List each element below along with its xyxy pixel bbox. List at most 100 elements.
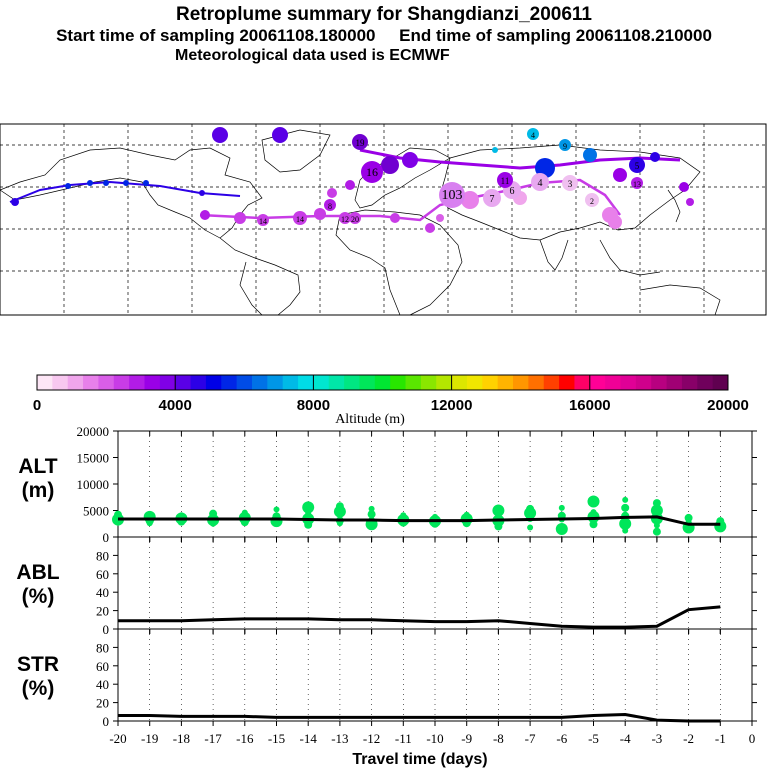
- plume-cluster: [324, 199, 336, 211]
- x-tick-label: -18: [173, 731, 190, 746]
- plume-cluster: [200, 210, 210, 220]
- x-tick-label: -16: [236, 731, 254, 746]
- colorbar-tick-label: 4000: [159, 397, 192, 414]
- series-line: [118, 605, 721, 629]
- colorbar-cell: [390, 375, 407, 390]
- plume-cluster: [339, 212, 351, 224]
- x-tick-label: -17: [204, 731, 222, 746]
- colorbar-cell: [528, 375, 545, 390]
- plume-cluster: [686, 198, 694, 206]
- y-tick-label: 80: [96, 548, 109, 563]
- trajectory-point: [621, 503, 630, 512]
- plume-cluster: [439, 182, 465, 208]
- trajectory-point: [590, 509, 597, 516]
- colorbar-cell: [635, 375, 652, 390]
- x-tick-label: -11: [395, 731, 412, 746]
- plume-cluster: [613, 168, 627, 182]
- colorbar-cell: [344, 375, 360, 390]
- y-tick-label: 0: [103, 530, 110, 545]
- trajectory-point: [304, 520, 313, 529]
- colorbar-cell: [436, 375, 453, 390]
- series-line: [118, 515, 721, 526]
- trajectory-point: [273, 506, 280, 513]
- x-tick-label: -7: [525, 731, 536, 746]
- x-tick-label: -8: [493, 731, 504, 746]
- trajectory-point: [463, 511, 470, 518]
- plume-cluster: [234, 212, 246, 224]
- trajectory-point: [653, 522, 660, 529]
- y-tick-label: 80: [96, 640, 109, 655]
- colorbar-cell: [298, 375, 314, 390]
- x-tick-label: -15: [268, 731, 285, 746]
- colorbar-cell: [175, 375, 192, 390]
- colorbar-label: Altitude (m): [335, 412, 405, 427]
- colorbar-cell: [513, 375, 529, 390]
- y-axis-unit: (%): [22, 585, 55, 608]
- plume-cluster: [103, 180, 109, 186]
- cluster-label: 103: [442, 188, 463, 203]
- plume-cluster: [314, 208, 326, 220]
- trajectory-point: [589, 520, 598, 529]
- plume-cluster: [257, 214, 269, 226]
- plume-cluster: [352, 134, 368, 150]
- plume-cluster: [402, 152, 418, 168]
- colorbar-cell: [359, 375, 376, 390]
- y-axis-unit: (m): [22, 479, 55, 502]
- colorbar-cell: [559, 375, 575, 390]
- cluster-label: 20: [351, 215, 359, 224]
- colorbar-cell: [620, 375, 637, 390]
- trajectory-point: [210, 520, 217, 527]
- x-tick-label: -12: [363, 731, 380, 746]
- colorbar-cell: [651, 375, 668, 390]
- x-tick-label: -9: [461, 731, 472, 746]
- colorbar-cell: [205, 375, 222, 390]
- colorbar-tick-label: 12000: [431, 397, 473, 414]
- cluster-label: 9: [563, 142, 567, 151]
- plume-cluster: [199, 190, 205, 196]
- y-axis-label: ALT: [18, 455, 57, 478]
- plume-cluster: [345, 180, 355, 190]
- plume-cluster: [143, 180, 149, 186]
- plume-cluster: [492, 147, 498, 153]
- cluster-label: 14: [296, 215, 304, 224]
- colorbar-cell: [37, 375, 53, 390]
- colorbar-cell: [420, 375, 437, 390]
- trajectory-point: [527, 524, 534, 531]
- plume-cluster: [650, 152, 660, 162]
- plume-cluster: [631, 177, 643, 189]
- trajectory-point: [650, 504, 663, 517]
- x-tick-label: -10: [426, 731, 443, 746]
- chart-title: Retroplume summary for Shangdianzi_20061…: [175, 4, 593, 25]
- met-data-label: Meteorological data used is ECMWF: [175, 47, 450, 64]
- cluster-label: 11: [501, 176, 510, 186]
- colorbar-cell: [405, 375, 422, 390]
- x-tick-label: -3: [651, 731, 662, 746]
- trajectory-point: [619, 517, 632, 530]
- time-series-panels: 05000100001500020000ALT(m)020406080ABL(%…: [16, 424, 757, 768]
- colorbar-cell: [159, 375, 176, 390]
- plume-cluster: [585, 193, 599, 207]
- trajectory-point: [400, 512, 407, 519]
- colorbar-cell: [589, 375, 606, 390]
- x-tick-label: -4: [620, 731, 631, 746]
- cluster-label: 4: [538, 178, 543, 189]
- plume-cluster: [123, 180, 129, 186]
- y-tick-label: 0: [103, 714, 110, 729]
- colorbar-cell: [681, 375, 698, 390]
- plume-cluster: [608, 215, 622, 229]
- colorbar-cell: [67, 375, 84, 390]
- plume-cluster: [497, 172, 513, 188]
- trajectory-point: [494, 522, 503, 531]
- colorbar-cell: [52, 375, 69, 390]
- plume-cluster: [461, 191, 479, 209]
- y-tick-label: 5000: [83, 504, 109, 519]
- colorbar-cell: [190, 375, 207, 390]
- colorbar-cell: [374, 375, 391, 390]
- trajectory-point: [241, 509, 248, 516]
- y-axis-unit: (%): [22, 677, 55, 700]
- map-frame: [0, 123, 767, 316]
- trajectory-point: [492, 504, 505, 517]
- colorbar-cell: [712, 375, 729, 390]
- trajectory-point: [652, 527, 661, 536]
